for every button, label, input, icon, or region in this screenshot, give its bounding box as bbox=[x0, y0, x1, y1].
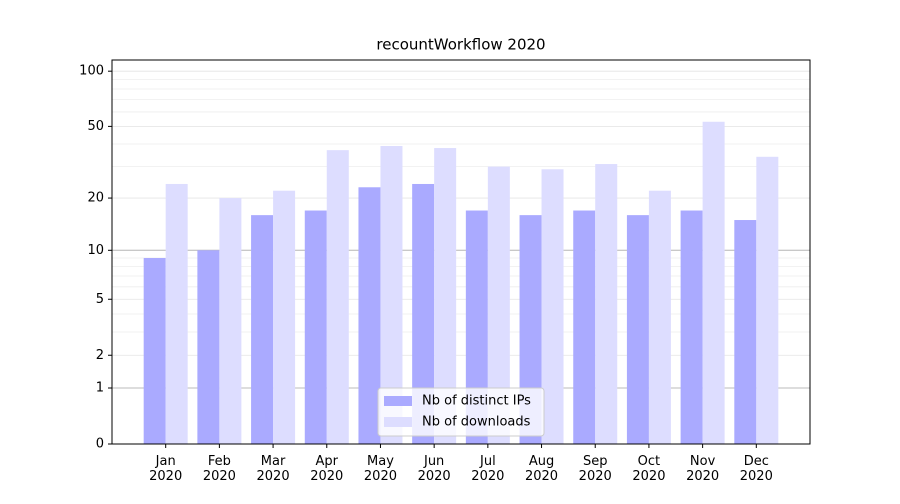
bar bbox=[680, 210, 703, 444]
x-tick-label: Jul 2020 bbox=[471, 454, 504, 484]
x-tick-label: May 2020 bbox=[364, 454, 397, 484]
legend-label: Nb of downloads bbox=[422, 415, 531, 430]
bar bbox=[519, 215, 542, 444]
x-tick-label: Jan 2020 bbox=[149, 454, 182, 484]
bar bbox=[251, 215, 274, 444]
bar bbox=[541, 169, 564, 444]
y-tick-label: 1 bbox=[96, 381, 104, 396]
x-tick-label: Jun 2020 bbox=[418, 454, 451, 484]
bar bbox=[143, 257, 166, 444]
bar bbox=[197, 250, 220, 444]
bar bbox=[573, 210, 596, 444]
y-tick-label: 5 bbox=[96, 292, 104, 307]
bar bbox=[304, 210, 327, 444]
x-tick-label: Oct 2020 bbox=[632, 454, 665, 484]
bar bbox=[487, 166, 510, 444]
bar bbox=[412, 183, 435, 444]
legend-label: Nb of distinct IPs bbox=[422, 394, 531, 409]
y-tick-label: 0 bbox=[96, 437, 104, 452]
bar bbox=[273, 190, 296, 444]
x-tick-label: Aug 2020 bbox=[525, 454, 558, 484]
bar bbox=[734, 220, 757, 444]
x-tick-label: Mar 2020 bbox=[257, 454, 290, 484]
bar bbox=[434, 148, 457, 444]
y-tick-label: 10 bbox=[87, 243, 104, 258]
x-tick-label: Dec 2020 bbox=[740, 454, 773, 484]
y-tick-label: 50 bbox=[87, 119, 104, 134]
x-tick-label: Sep 2020 bbox=[579, 454, 612, 484]
bar bbox=[702, 121, 725, 444]
x-tick-label: Nov 2020 bbox=[686, 454, 719, 484]
bar bbox=[219, 198, 242, 444]
bar bbox=[165, 183, 188, 444]
plot-frame bbox=[111, 59, 811, 445]
bar bbox=[326, 150, 349, 444]
y-tick-label: 100 bbox=[79, 64, 104, 79]
y-tick-label: 20 bbox=[87, 191, 104, 206]
bar bbox=[648, 190, 671, 444]
y-tick-label: 2 bbox=[96, 348, 104, 363]
legend-swatch bbox=[384, 417, 412, 427]
bar bbox=[756, 156, 779, 444]
x-tick-label: Apr 2020 bbox=[310, 454, 343, 484]
legend-box bbox=[377, 387, 545, 437]
x-tick-label: Feb 2020 bbox=[203, 454, 236, 484]
bar bbox=[465, 210, 488, 444]
bar bbox=[380, 146, 403, 444]
chart-title: recountWorkflow 2020 bbox=[376, 36, 545, 54]
bar bbox=[626, 215, 649, 444]
legend-swatch bbox=[384, 396, 412, 406]
bar bbox=[358, 187, 381, 444]
bar bbox=[595, 164, 618, 444]
